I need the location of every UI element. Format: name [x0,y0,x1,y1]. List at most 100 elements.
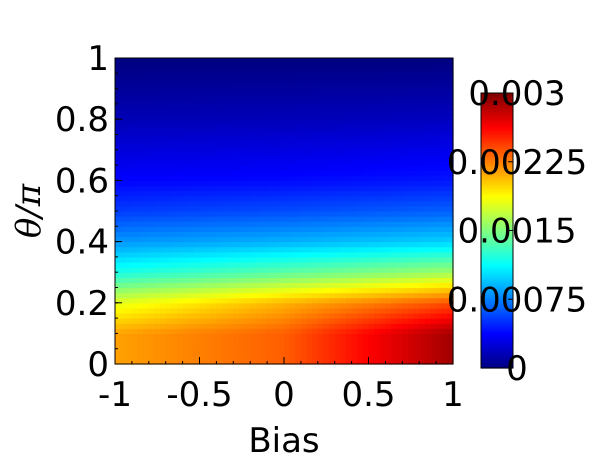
heatmap-cell [250,88,257,95]
heatmap-cell [295,58,302,64]
heatmap-cell [447,231,454,238]
heatmap-cell [267,88,274,95]
heatmap-cell [120,58,127,64]
heatmap-cell [126,175,133,181]
heatmap-cell [261,236,268,243]
heatmap-cell [329,221,336,227]
heatmap-cell [334,205,341,212]
heatmap-cell [233,277,240,283]
heatmap-cell [199,139,206,146]
heatmap-cell [222,124,229,130]
heatmap-cell [216,88,223,95]
heatmap-cell [413,83,420,90]
heatmap-cell [165,195,172,202]
colorbar-swatch [481,315,513,319]
heatmap-cell [289,277,296,283]
heatmap-cell [261,348,268,355]
heatmap-cell [171,93,178,100]
heatmap-cell [267,307,274,314]
heatmap-cell [329,246,336,253]
heatmap-cell [284,328,291,334]
heatmap-cell [306,190,313,197]
colorbar-swatch [481,97,513,101]
heatmap-cell [199,98,206,105]
heatmap-cell [154,348,161,355]
heatmap-cell [362,302,370,309]
heatmap-cell [362,170,370,176]
heatmap-cell [222,241,229,248]
heatmap-cell [385,251,392,258]
heatmap-cell [312,236,319,243]
heatmap-cell [216,226,223,232]
heatmap-cell [131,175,139,181]
heatmap-cell [424,170,432,176]
heatmap-cell [368,205,375,212]
heatmap-cell [165,246,172,253]
heatmap-cell [413,353,420,360]
heatmap-cell [323,88,330,95]
heatmap-cell [362,190,370,197]
heatmap-cell [334,88,341,95]
colorbar-swatch [481,308,513,312]
heatmap-cell [227,73,234,79]
colorbar-swatch [481,152,513,156]
heatmap-cell [165,251,172,258]
heatmap-cell [436,93,443,100]
heatmap-cell [385,78,392,85]
heatmap-cell [312,103,319,110]
heatmap-cell [255,302,263,309]
heatmap-cell [430,318,437,324]
heatmap-cell [137,180,144,187]
heatmap-cell [317,246,325,253]
heatmap-cell [424,292,432,299]
heatmap-cell [216,149,223,156]
colorbar-swatch [481,122,513,126]
heatmap-cell [143,246,150,253]
heatmap-cell [120,98,127,105]
heatmap-cell [345,323,353,329]
heatmap-cell [272,180,279,187]
heatmap-cell [126,226,133,232]
heatmap-cell [120,358,127,365]
heatmap-cell [323,318,330,324]
heatmap-cell [407,170,415,176]
heatmap-cell [165,134,172,141]
heatmap-cell [374,175,381,181]
heatmap-cell [222,323,229,329]
heatmap-cell [160,139,167,146]
heatmap-cell [306,63,313,69]
heatmap-cell [115,277,122,283]
heatmap-cell [396,154,403,161]
heatmap-cell [115,195,122,202]
heatmap-cell [244,109,251,115]
heatmap-cell [120,93,127,100]
heatmap-cell [154,119,161,125]
heatmap-cell [396,328,403,334]
heatmap-cell [374,68,381,74]
heatmap-cell [216,160,223,166]
colorbar-swatch [481,274,513,277]
heatmap-cell [345,175,353,181]
heatmap-cell [323,144,330,151]
heatmap-cell [115,318,122,324]
heatmap-cell [402,302,409,309]
heatmap-cell [362,358,370,365]
heatmap-cell [216,338,223,345]
heatmap-cell [227,93,234,100]
heatmap-cell [419,73,426,79]
heatmap-cell [193,226,201,232]
heatmap-cell [300,221,308,227]
heatmap-cell [244,216,251,222]
heatmap-cell [143,272,150,278]
heatmap-cell [216,262,223,268]
heatmap-cell [374,139,381,146]
heatmap-cell [131,205,139,212]
heatmap-cell [402,313,409,319]
heatmap-cell [413,139,420,146]
heatmap-cell [362,318,370,324]
colorbar-swatch [481,335,513,339]
heatmap-cell [188,205,195,212]
heatmap-cell [351,348,358,355]
heatmap-cell [278,119,285,125]
heatmap-cell [323,358,330,365]
